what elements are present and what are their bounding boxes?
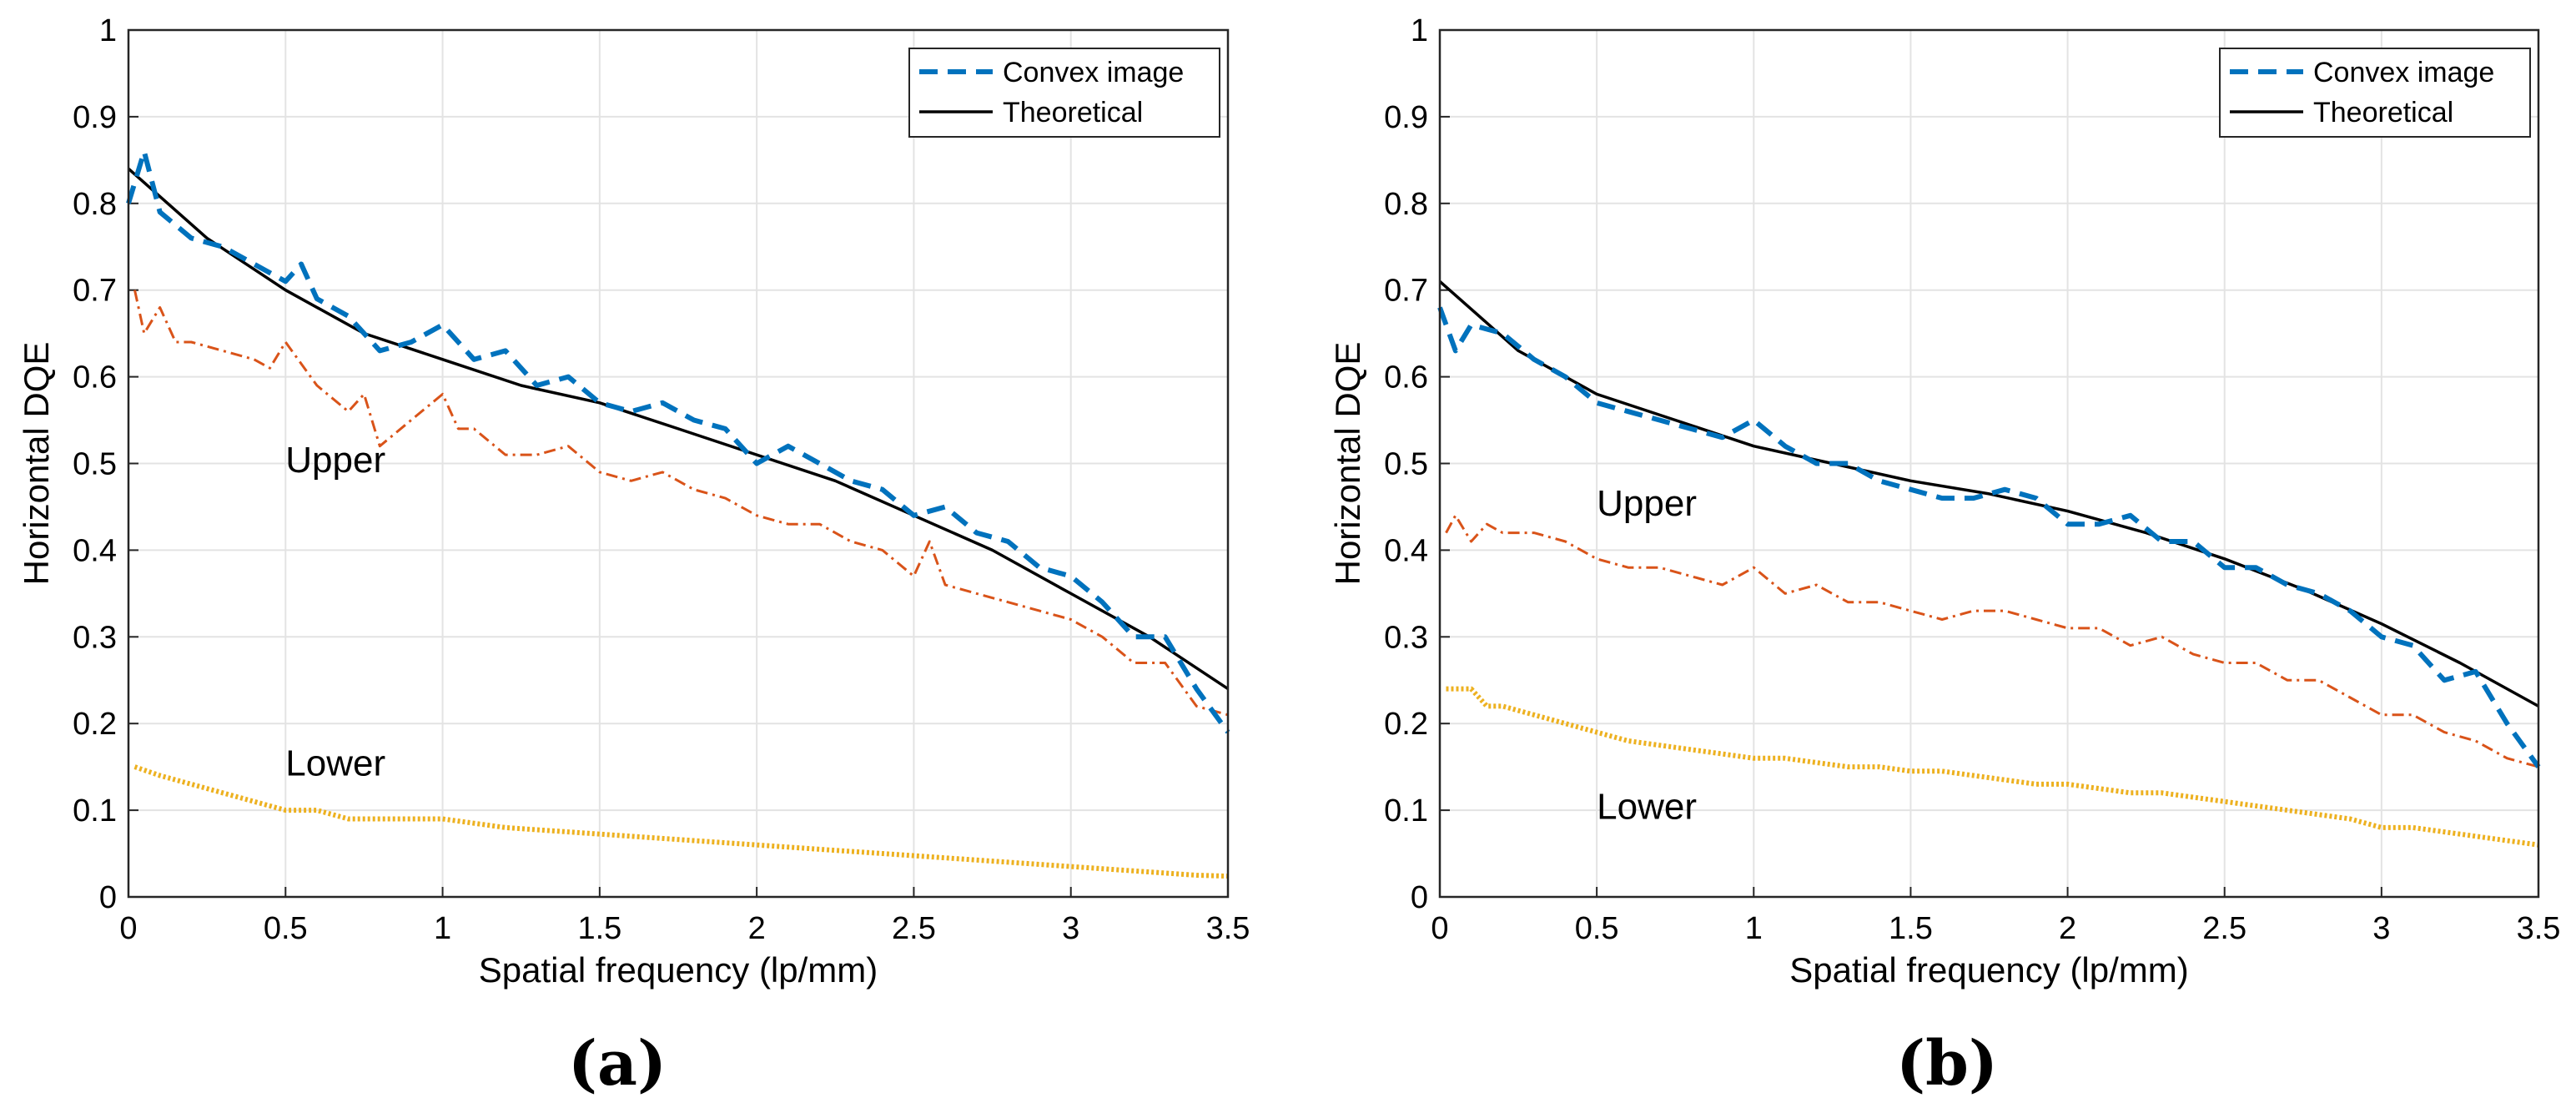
y-tick-label: 0.2 [1384,707,1428,742]
x-axis-label: Spatial frequency (lp/mm) [479,950,878,990]
y-tick-label: 0.8 [73,187,117,222]
legend-label: Theoretical [1003,97,1143,128]
x-tick-label: 2.5 [2202,911,2246,946]
x-tick-label: 1 [1745,911,1763,946]
x-tick-label: 1.5 [577,911,621,946]
x-tick-label: 3.5 [2517,911,2561,946]
axes-box [127,28,1230,899]
series-lower [133,764,1229,879]
y-tick-label: 0.4 [1384,533,1428,568]
panel-label: (a) [568,1028,667,1100]
series-convex-image [126,149,1230,734]
annotation-lower: Lower [1597,786,1697,827]
y-axis-label: Horizontal DQE [17,342,56,586]
legend: Convex image Theoretical [2219,48,2531,138]
y-tick-label: 1 [1411,13,1428,48]
series-lower [1446,686,2539,848]
series-convex-image [1437,306,2541,768]
y-tick-label: 0.5 [1384,447,1428,482]
y-tick-label: 0.7 [1384,274,1428,309]
x-tick-label: 0 [119,911,137,946]
y-tick-label: 0.9 [1384,100,1428,135]
legend-label: Theoretical [2313,97,2453,128]
legend-box [2219,48,2531,138]
annotation-upper: Upper [285,440,385,481]
series-theoretical [127,167,1229,691]
x-tick-label: 1.5 [1889,911,1933,946]
annotation-upper: Upper [1597,483,1697,524]
x-tick-label: 0.5 [1575,911,1619,946]
y-tick-label: 0.1 [1384,793,1428,828]
y-tick-label: 0.2 [73,707,117,742]
y-tick-label: 0.4 [73,533,117,568]
legend: Convex image Theoretical [908,48,1220,138]
y-tick-label: 0.7 [73,274,117,309]
y-tick-label: 0.6 [1384,360,1428,395]
y-tick-label: 0.1 [73,793,117,828]
x-tick-label: 0 [1431,911,1448,946]
y-tick-label: 0.3 [73,620,117,655]
y-tick-label: 0.5 [73,447,117,482]
x-tick-label: 1 [434,911,451,946]
y-tick-label: 0.3 [1384,620,1428,655]
series-upper [133,290,1229,717]
x-tick-label: 3 [1062,911,1079,946]
y-tick-label: 0.8 [1384,187,1428,222]
chart-b: 0 0.5 1 1.5 2 2.5 3 3.5 0 0.1 0.2 0.3 0.4 0.5 0.6 0.7 0.… [1328,13,2560,1100]
x-tick-label: 2 [748,911,766,946]
y-tick-label: 0.9 [73,100,117,135]
x-tick-label: 3.5 [1206,911,1250,946]
legend-box [908,48,1220,138]
y-tick-label: 0 [99,880,117,915]
y-axis-label: Horizontal DQE [1328,342,1367,586]
legend-label: Convex image [2313,57,2494,88]
x-tick-label: 2.5 [892,911,936,946]
y-tick-label: 1 [99,13,117,48]
x-tick-label: 0.5 [264,911,308,946]
x-tick-label: 3 [2372,911,2390,946]
chart-a: 0 0.5 1 1.5 2 2.5 3 3.5 0 0.1 0.2 0.3 0.4 0.5 0.6 0.7 0.… [17,13,1250,1100]
annotation-lower: Lower [285,743,385,784]
panel-label: (b) [1896,1028,1998,1100]
x-tick-label: 2 [2059,911,2076,946]
x-axis-label: Spatial frequency (lp/mm) [1789,950,2189,990]
legend-label: Convex image [1003,57,1184,88]
axes-box [1438,28,2540,899]
y-tick-label: 0.6 [73,360,117,395]
y-tick-label: 0 [1411,880,1428,915]
